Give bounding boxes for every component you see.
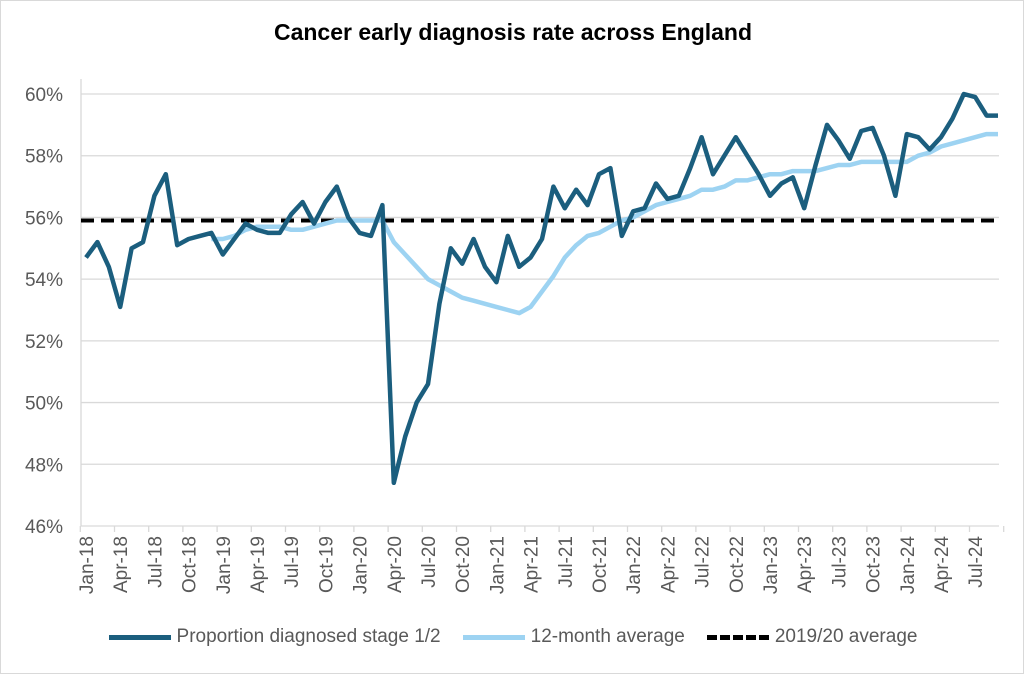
- x-tick-label: Jan-18: [77, 536, 98, 594]
- legend-item-2019-20: 2019/20 average: [706, 626, 918, 648]
- x-tick-label: Apr-22: [658, 536, 679, 593]
- x-tick-label: Jul-23: [829, 536, 850, 588]
- y-tick-label: 58%: [25, 147, 63, 168]
- x-tick-label: Apr-23: [795, 536, 816, 593]
- x-tick-label: Oct-18: [180, 536, 201, 593]
- legend-label: 2019/20 average: [774, 626, 918, 647]
- x-tick-label: Jan-24: [898, 536, 919, 595]
- legend-swatch: [706, 634, 769, 640]
- x-tick-label: Jul-20: [419, 536, 440, 588]
- series-12-month-average: [211, 131, 998, 316]
- y-tick-label: 54%: [25, 270, 63, 291]
- y-tick-label: 50%: [25, 394, 63, 415]
- x-tick-label: Jul-21: [556, 536, 577, 588]
- x-tick-label: Jul-24: [966, 536, 987, 588]
- y-tick-label: 52%: [25, 332, 63, 353]
- y-tick-label: 46%: [25, 517, 63, 538]
- x-tick-label: Apr-21: [522, 536, 543, 593]
- legend-label: 12-month average: [530, 626, 685, 647]
- x-tick-label: Oct-19: [316, 536, 337, 593]
- legend-item-12-month: 12-month average: [462, 626, 685, 648]
- legend-label: Proportion diagnosed stage 1/2: [176, 626, 441, 647]
- y-tick-label: 56%: [25, 208, 63, 229]
- y-tick-label: 48%: [25, 455, 63, 476]
- x-tick-label: Jan-23: [761, 536, 782, 594]
- x-tick-label: Oct-20: [453, 536, 474, 593]
- x-tick-label: Oct-21: [590, 536, 611, 593]
- x-tick-label: Oct-22: [727, 536, 748, 593]
- legend-item-stage12: Proportion diagnosed stage 1/2: [108, 626, 441, 648]
- x-tick-label: Oct-23: [864, 536, 885, 593]
- x-tick-label: Jan-20: [351, 536, 372, 594]
- x-tick-label: Apr-20: [385, 536, 406, 593]
- x-tick-label: Jan-22: [624, 536, 645, 594]
- x-tick-label: Apr-24: [932, 536, 953, 593]
- x-tick-label: Jul-18: [145, 536, 166, 588]
- legend: Proportion diagnosed stage 1/2 12-month …: [1, 626, 1023, 648]
- chart-title: Cancer early diagnosis rate across Engla…: [273, 19, 753, 45]
- legend-swatch: [108, 634, 171, 640]
- x-tick-label: Jul-19: [282, 536, 303, 588]
- legend-swatch: [462, 634, 525, 640]
- x-tick-label: Apr-19: [248, 536, 269, 593]
- y-tick-label: 60%: [25, 85, 63, 106]
- x-tick-label: Apr-18: [111, 536, 132, 593]
- x-tick-label: Jul-22: [693, 536, 714, 588]
- x-tick-label: Jan-19: [214, 536, 235, 594]
- x-tick-label: Jan-21: [487, 536, 508, 594]
